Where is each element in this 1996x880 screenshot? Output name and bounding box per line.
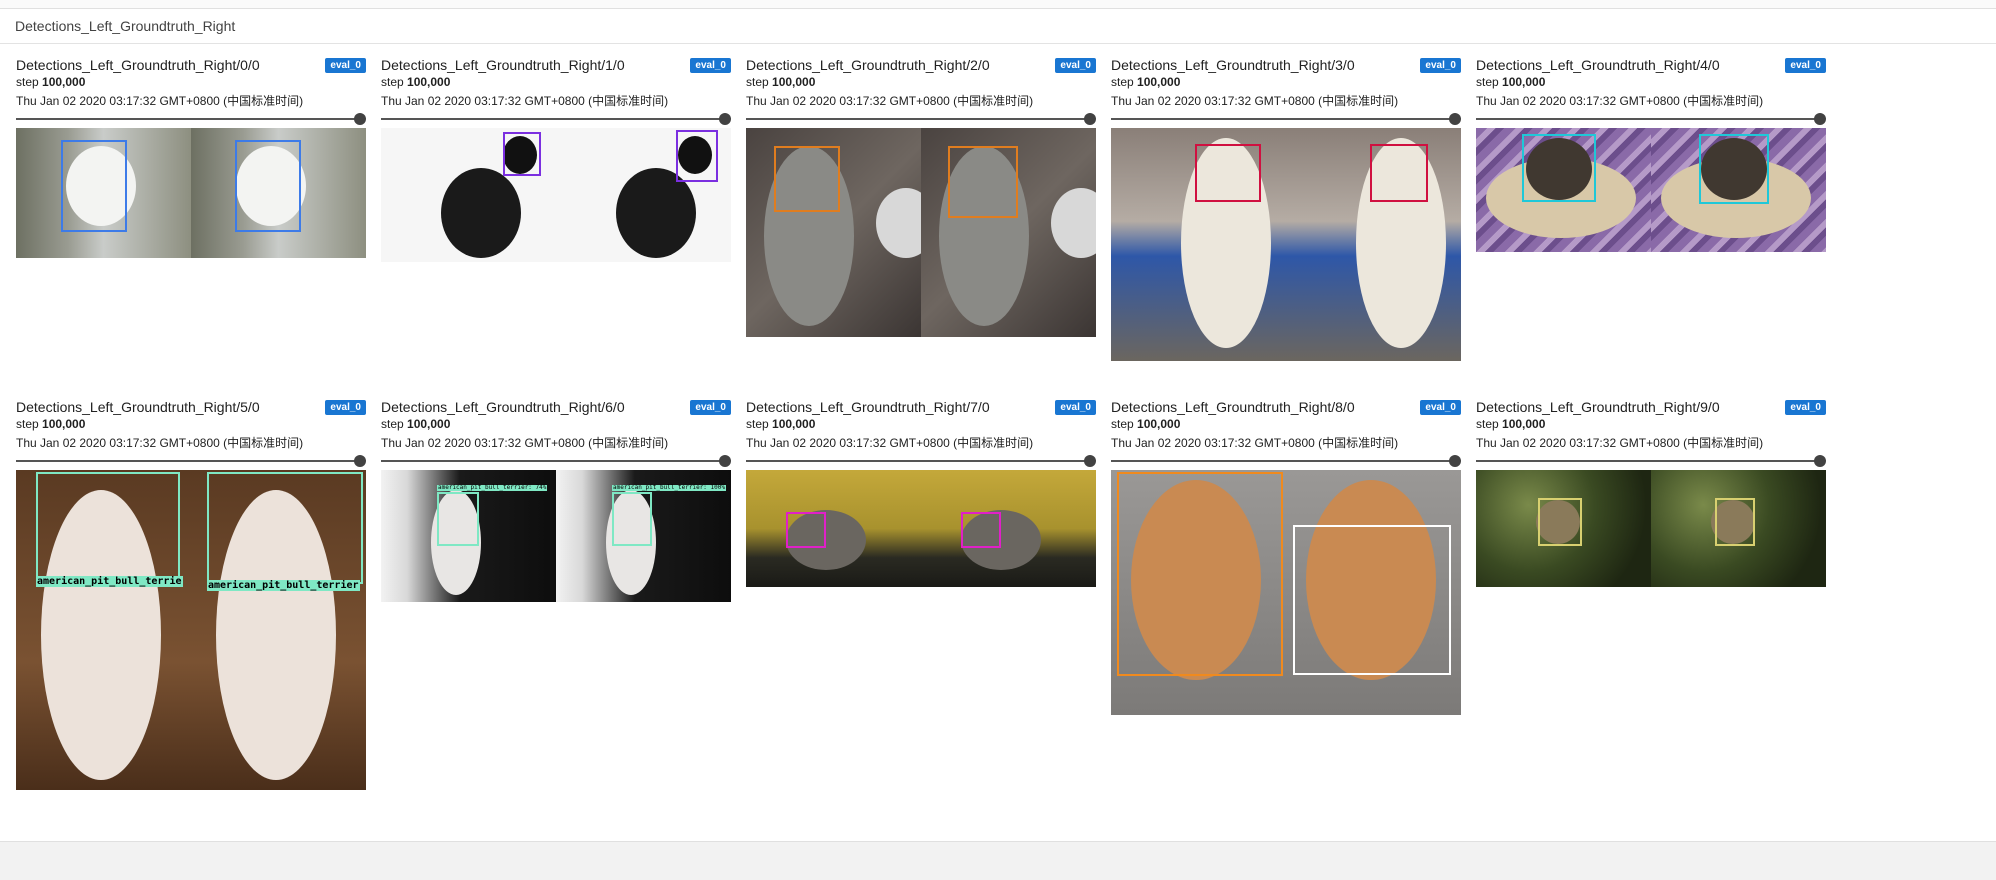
timestamp: Thu Jan 02 2020 03:17:32 GMT+0800 (中国标准时… <box>16 94 304 108</box>
slider-thumb[interactable] <box>719 113 731 125</box>
slider-thumb[interactable] <box>1814 455 1826 467</box>
step-info: step 100,000 <box>1476 417 1546 431</box>
timestamp: Thu Jan 02 2020 03:17:32 GMT+0800 (中国标准时… <box>746 94 1034 108</box>
step-slider[interactable] <box>746 113 1096 125</box>
image-card: Detections_Left_Groundtruth_Right/1/0 ev… <box>381 52 731 372</box>
step-info: step 100,000 <box>1111 417 1181 431</box>
step-info: step 100,000 <box>381 417 451 431</box>
top-strip <box>0 0 1996 8</box>
slider-thumb[interactable] <box>719 455 731 467</box>
timestamp: Thu Jan 02 2020 03:17:32 GMT+0800 (中国标准时… <box>16 436 304 450</box>
step-info: step 100,000 <box>16 75 86 89</box>
timestamp: Thu Jan 02 2020 03:17:32 GMT+0800 (中国标准时… <box>1111 94 1399 108</box>
detection-image[interactable] <box>16 128 366 258</box>
image-card: Detections_Left_Groundtruth_Right/4/0 ev… <box>1476 52 1826 372</box>
slider-thumb[interactable] <box>1449 113 1461 125</box>
detection-image[interactable] <box>381 128 731 262</box>
slider-thumb[interactable] <box>1084 113 1096 125</box>
detection-image[interactable] <box>1476 470 1826 587</box>
step-slider[interactable] <box>16 113 366 125</box>
detection-image[interactable] <box>1111 128 1461 361</box>
image-card: Detections_Left_Groundtruth_Right/0/0 ev… <box>16 52 366 372</box>
images-panel: Detections_Left_Groundtruth_Right Detect… <box>0 8 1996 842</box>
step-slider[interactable] <box>746 455 1096 467</box>
image-card: Detections_Left_Groundtruth_Right/8/0 ev… <box>1111 394 1461 715</box>
detection-image[interactable]: american_pit_bull_terrier: 74% american_… <box>381 470 731 602</box>
card-title: Detections_Left_Groundtruth_Right/7/0 <box>746 399 990 415</box>
image-card: Detections_Left_Groundtruth_Right/5/0 ev… <box>16 394 366 790</box>
timestamp: Thu Jan 02 2020 03:17:32 GMT+0800 (中国标准时… <box>1476 436 1764 450</box>
section-header[interactable]: Detections_Left_Groundtruth_Right <box>0 9 1996 44</box>
image-card: Detections_Left_Groundtruth_Right/6/0 ev… <box>381 394 731 714</box>
run-badge: eval_0 <box>1785 58 1826 73</box>
step-slider[interactable] <box>1111 455 1461 467</box>
step-info: step 100,000 <box>746 75 816 89</box>
detection-image[interactable]: american_pit_bull_terrie american_pit_bu… <box>16 470 366 790</box>
slider-thumb[interactable] <box>1449 455 1461 467</box>
run-badge: eval_0 <box>1055 400 1096 415</box>
timestamp: Thu Jan 02 2020 03:17:32 GMT+0800 (中国标准时… <box>1476 94 1764 108</box>
groundtruth-label: american_pit_bull_terrier <box>207 580 360 591</box>
step-slider[interactable] <box>1111 113 1461 125</box>
slider-thumb[interactable] <box>1084 455 1096 467</box>
card-title: Detections_Left_Groundtruth_Right/8/0 <box>1111 399 1355 415</box>
timestamp: Thu Jan 02 2020 03:17:32 GMT+0800 (中国标准时… <box>381 94 669 108</box>
card-title: Detections_Left_Groundtruth_Right/5/0 <box>16 399 260 415</box>
detection-image[interactable] <box>746 470 1096 587</box>
step-info: step 100,000 <box>1111 75 1181 89</box>
step-info: step 100,000 <box>1476 75 1546 89</box>
step-info: step 100,000 <box>16 417 86 431</box>
card-title: Detections_Left_Groundtruth_Right/6/0 <box>381 399 625 415</box>
detection-image[interactable] <box>1111 470 1461 715</box>
timestamp: Thu Jan 02 2020 03:17:32 GMT+0800 (中国标准时… <box>1111 436 1399 450</box>
run-badge: eval_0 <box>325 400 366 415</box>
run-badge: eval_0 <box>325 58 366 73</box>
slider-thumb[interactable] <box>354 455 366 467</box>
timestamp: Thu Jan 02 2020 03:17:32 GMT+0800 (中国标准时… <box>746 436 1034 450</box>
timestamp: Thu Jan 02 2020 03:17:32 GMT+0800 (中国标准时… <box>381 436 669 450</box>
card-title: Detections_Left_Groundtruth_Right/9/0 <box>1476 399 1720 415</box>
slider-thumb[interactable] <box>354 113 366 125</box>
card-title: Detections_Left_Groundtruth_Right/4/0 <box>1476 57 1720 73</box>
run-badge: eval_0 <box>1055 58 1096 73</box>
card-title: Detections_Left_Groundtruth_Right/2/0 <box>746 57 990 73</box>
card-title: Detections_Left_Groundtruth_Right/1/0 <box>381 57 625 73</box>
run-badge: eval_0 <box>690 58 731 73</box>
detection-label: american_pit_bull_terrier: 74% <box>437 484 548 491</box>
detection-image[interactable] <box>1476 128 1826 252</box>
image-card: Detections_Left_Groundtruth_Right/2/0 ev… <box>746 52 1096 372</box>
step-slider[interactable] <box>16 455 366 467</box>
step-info: step 100,000 <box>381 75 451 89</box>
run-badge: eval_0 <box>1420 58 1461 73</box>
card-title: Detections_Left_Groundtruth_Right/3/0 <box>1111 57 1355 73</box>
groundtruth-label: american_pit_bull_terrier: 100% <box>612 484 726 491</box>
step-info: step 100,000 <box>746 417 816 431</box>
detection-label: american_pit_bull_terrie <box>36 576 183 587</box>
image-card: Detections_Left_Groundtruth_Right/3/0 ev… <box>1111 52 1461 372</box>
run-badge: eval_0 <box>1785 400 1826 415</box>
step-slider[interactable] <box>381 455 731 467</box>
run-badge: eval_0 <box>1420 400 1461 415</box>
run-badge: eval_0 <box>690 400 731 415</box>
step-slider[interactable] <box>1476 113 1826 125</box>
image-card: Detections_Left_Groundtruth_Right/9/0 ev… <box>1476 394 1826 714</box>
detection-image[interactable] <box>746 128 1096 337</box>
slider-thumb[interactable] <box>1814 113 1826 125</box>
card-title: Detections_Left_Groundtruth_Right/0/0 <box>16 57 260 73</box>
image-card: Detections_Left_Groundtruth_Right/7/0 ev… <box>746 394 1096 714</box>
step-slider[interactable] <box>1476 455 1826 467</box>
step-slider[interactable] <box>381 113 731 125</box>
